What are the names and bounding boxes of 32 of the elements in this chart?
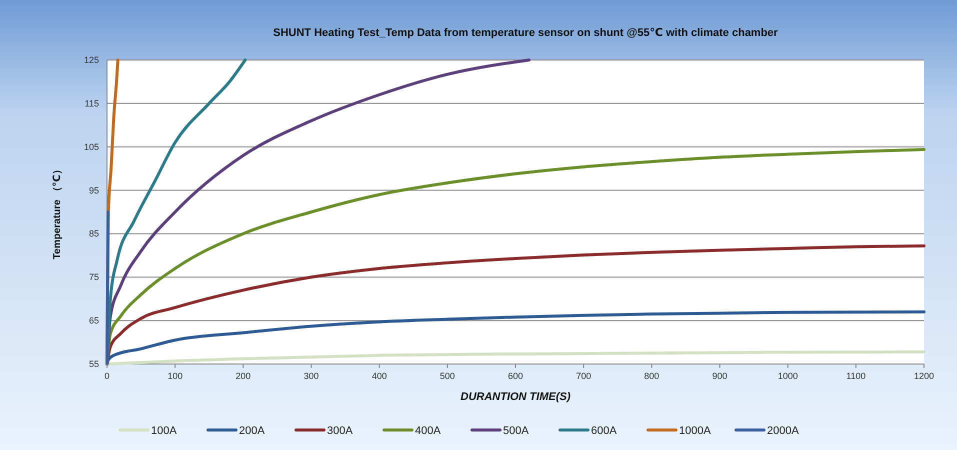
- x-tick-label: 600: [508, 371, 524, 381]
- y-tick-label: 55: [88, 359, 99, 369]
- y-tick-label: 115: [84, 98, 99, 108]
- x-tick-label: 1200: [914, 371, 934, 381]
- legend-label: 600A: [591, 425, 618, 437]
- chart-title: SHUNT Heating Test_Temp Data from temperature sensor on shunt @55℃ with climate chamber: [273, 27, 779, 39]
- x-axis-title: DURANTION TIME(S): [460, 391, 571, 403]
- legend-label: 500A: [503, 425, 530, 437]
- x-tick-label: 500: [440, 371, 455, 381]
- x-tick-label: 400: [372, 371, 387, 381]
- y-tick-label: 75: [88, 272, 99, 282]
- y-tick-label: 85: [88, 228, 99, 239]
- y-tick-label: 65: [88, 316, 99, 326]
- x-tick-label: 0: [104, 371, 110, 381]
- x-tick-label: 200: [236, 371, 251, 381]
- legend-label: 300A: [327, 425, 354, 437]
- y-tick-label: 125: [84, 55, 99, 65]
- x-tick-label: 1100: [846, 371, 866, 381]
- legend-label: 100A: [151, 425, 178, 437]
- legend-label: 400A: [415, 425, 442, 437]
- legend-label: 1000A: [679, 425, 712, 437]
- y-tick-label: 105: [84, 142, 99, 152]
- x-tick-label: 800: [644, 371, 660, 381]
- legend-label: 2000A: [767, 425, 800, 437]
- x-tick-label: 1000: [778, 371, 798, 381]
- y-axis-title: Temperature （℃）: [52, 164, 63, 260]
- x-tick-label: 900: [712, 371, 728, 381]
- x-tick-label: 100: [168, 371, 183, 381]
- x-tick-label: 300: [304, 371, 319, 381]
- legend-label: 200A: [239, 425, 266, 437]
- y-tick-label: 95: [88, 185, 99, 196]
- x-tick-label: 700: [576, 371, 592, 381]
